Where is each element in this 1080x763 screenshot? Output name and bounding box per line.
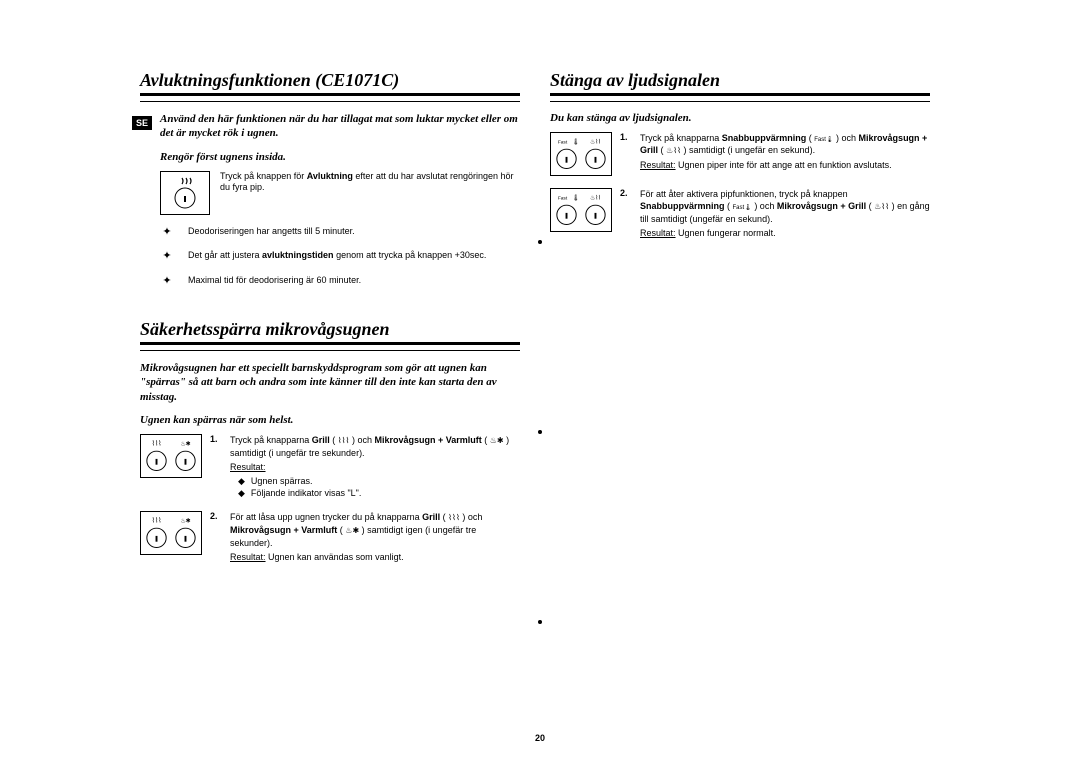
beep-intro: Du kan stänga av ljudsignalen. [550, 112, 930, 124]
svg-text:♨⌇⌇: ♨⌇⌇ [590, 194, 601, 201]
bullet-text: Maximal tid för deodorisering är 60 minu… [188, 274, 361, 286]
step-number: 2. [620, 188, 632, 198]
intro-text: Använd den här funktionen när du har til… [140, 112, 520, 141]
svg-text:🌡: 🌡 [572, 138, 579, 145]
svg-text:♨✱: ♨✱ [180, 518, 190, 525]
step-body: För att låsa upp ugnen trycker du på kna… [230, 511, 520, 563]
step-number: 2. [210, 511, 222, 521]
section-title-beep: Stänga av ljudsignalen [550, 70, 930, 96]
step-number: 1. [620, 132, 632, 142]
svg-text:♨⌇⌇: ♨⌇⌇ [590, 138, 601, 145]
right-column: Stänga av ljudsignalen Du kan stänga av … [550, 70, 930, 575]
deodorize-panel-icon [160, 171, 210, 215]
svg-text:⌇⌇⌇: ⌇⌇⌇ [152, 439, 162, 447]
step-body: För att åter aktivera pipfunktionen, try… [640, 188, 930, 239]
step-body: Tryck på knapparna Snabbuppvärmning ( Fa… [640, 132, 930, 171]
bullet-text: Det går att justera avluktningstiden gen… [188, 249, 486, 261]
grill-convection-panel-icon: ⌇⌇⌇ ♨✱ [140, 434, 202, 478]
svg-text:Fast: Fast [558, 195, 568, 201]
lock-sub: Ugnen kan spärras när som helst. [140, 414, 520, 426]
bullet-text: Deodoriseringen har angetts till 5 minut… [188, 225, 355, 237]
preheat-mwgrill-panel-icon: Fast 🌡 ♨⌇⌇ [550, 132, 612, 176]
step-body: Tryck på knapparna Grill ( ⌇⌇⌇ ) och Mik… [230, 434, 520, 499]
bullet-icon: ✦ [160, 225, 174, 240]
svg-text:Fast: Fast [558, 139, 568, 145]
section-title-deodorize: Avluktningsfunktionen (CE1071C) [140, 70, 520, 96]
language-badge: SE [132, 116, 152, 130]
bullet-icon: ✦ [160, 249, 174, 264]
grill-convection-panel-icon: ⌇⌇⌇ ♨✱ [140, 511, 202, 555]
svg-text:⌇⌇⌇: ⌇⌇⌇ [152, 517, 162, 525]
deodorize-instruction: Tryck på knappen för Avluktning efter at… [220, 171, 520, 194]
step-number: 1. [210, 434, 222, 444]
sub-intro-text: Rengör först ugnens insida. [140, 151, 520, 163]
svg-text:♨✱: ♨✱ [180, 440, 190, 447]
page-number: 20 [535, 733, 545, 743]
lock-intro: Mikrovågsugnen har ett speciellt barnsky… [140, 361, 520, 404]
svg-text:🌡: 🌡 [572, 194, 579, 201]
section-title-lock: Säkerhetsspärra mikrovågsugnen [140, 319, 520, 345]
preheat-mwgrill-panel-icon: Fast 🌡 ♨⌇⌇ [550, 188, 612, 232]
left-column: Avluktningsfunktionen (CE1071C) Använd d… [140, 70, 520, 575]
bullet-icon: ✦ [160, 274, 174, 289]
